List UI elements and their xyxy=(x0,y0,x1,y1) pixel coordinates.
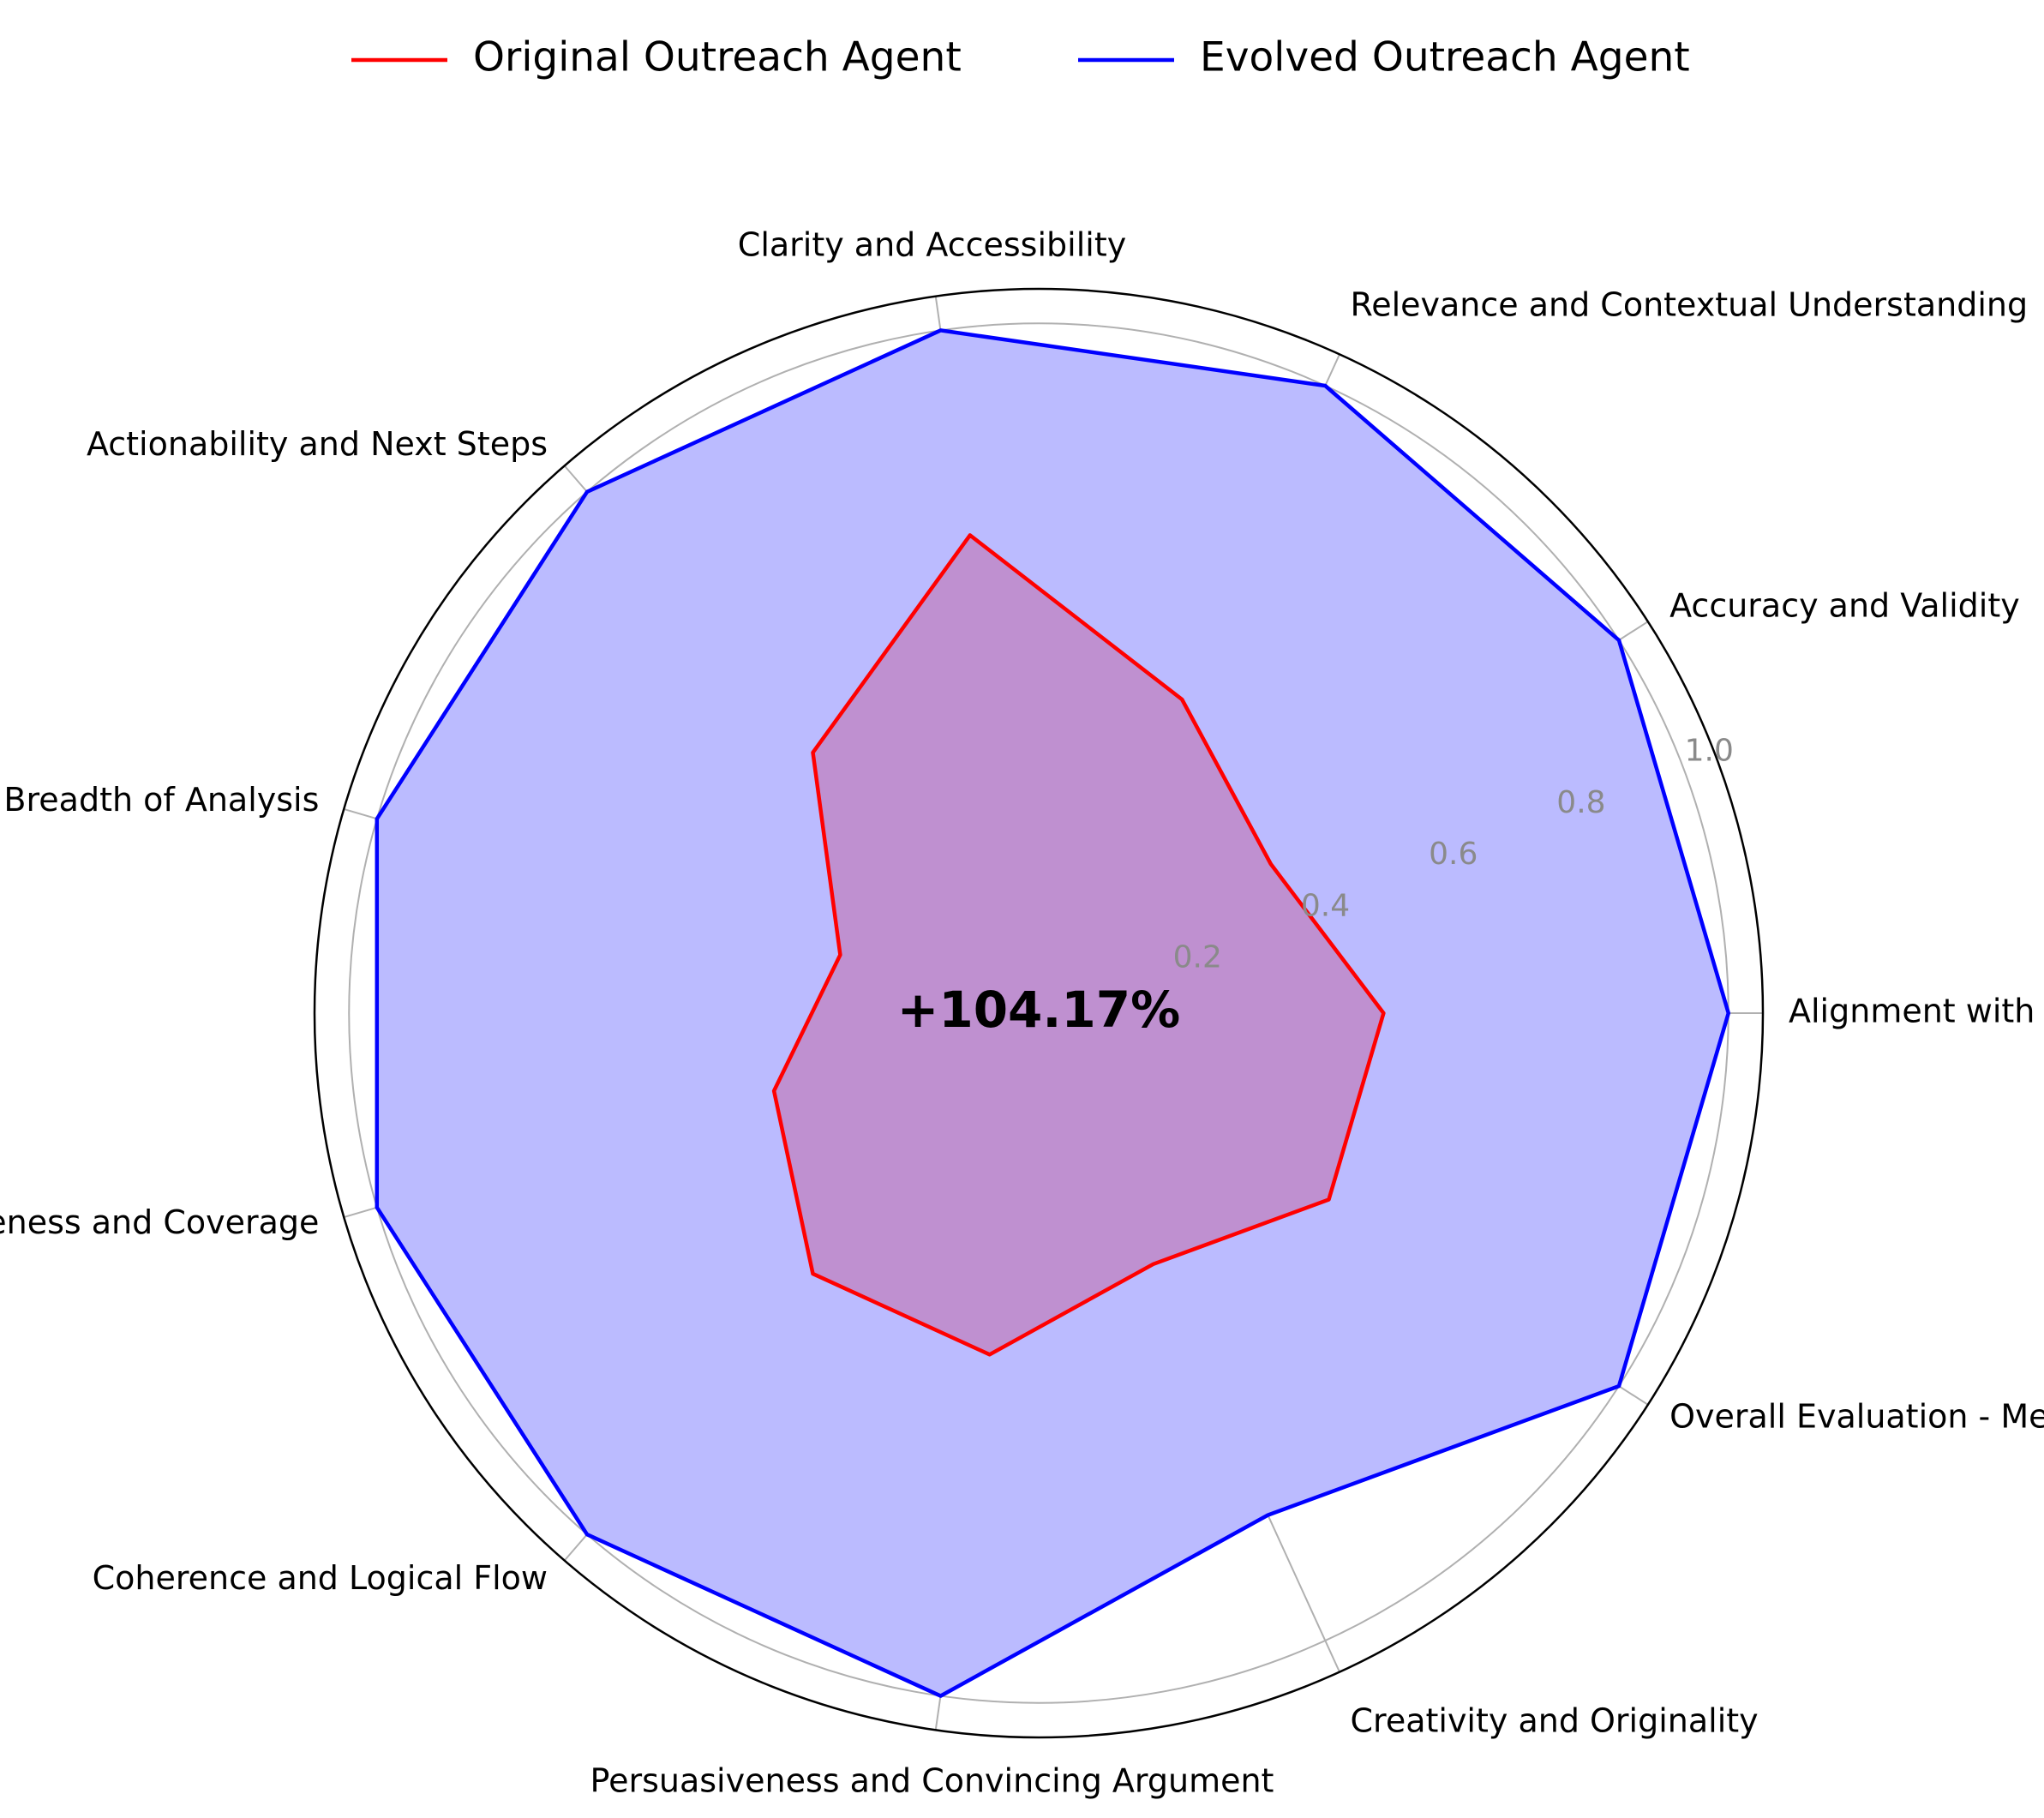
improvement-annotation: +104.17% xyxy=(897,981,1181,1039)
radial-tick-label: 0.4 xyxy=(1301,888,1350,923)
category-label: Accuracy and Validity xyxy=(1669,586,2020,624)
original-area xyxy=(774,535,1384,1355)
radial-tick-label: 0.6 xyxy=(1429,837,1478,872)
legend-label-original: Original Outreach Agent xyxy=(473,34,962,81)
category-label: Creativity and Originality xyxy=(1351,1701,1759,1739)
legend: Original Outreach Agent Evolved Outreach… xyxy=(351,34,1690,81)
evolved-line xyxy=(375,328,1731,1698)
category-label: Depth and Breadth of Analysis xyxy=(0,781,319,819)
category-label: Relevance and Contextual Understanding xyxy=(1351,286,2029,324)
original-line xyxy=(771,533,1386,1357)
category-label: Completeness and Coverage xyxy=(0,1203,319,1241)
category-label: Coherence and Logical Flow xyxy=(93,1559,548,1597)
category-label: Persuasiveness and Convincing Argument xyxy=(590,1762,1274,1800)
radar-series xyxy=(375,328,1731,1698)
radial-tick-label: 1.0 xyxy=(1685,734,1734,769)
legend-label-evolved: Evolved Outreach Agent xyxy=(1200,34,1690,81)
category-label: Actionability and Next Steps xyxy=(87,425,548,463)
category-label: Clarity and Accessibility xyxy=(738,225,1126,263)
radial-tick-label: 0.2 xyxy=(1173,940,1222,975)
radial-tick-labels: 0.2 0.4 0.6 0.8 1.0 xyxy=(1173,734,1734,975)
category-label: Overall Evaluation - Mean Score xyxy=(1669,1398,2044,1436)
outer-frame xyxy=(313,287,1765,1739)
category-label: Alignment with Purpose xyxy=(1789,993,2044,1030)
radial-tick-label: 0.8 xyxy=(1556,785,1605,820)
category-labels: Alignment with Purpose Accuracy and Valid… xyxy=(0,225,2044,1799)
